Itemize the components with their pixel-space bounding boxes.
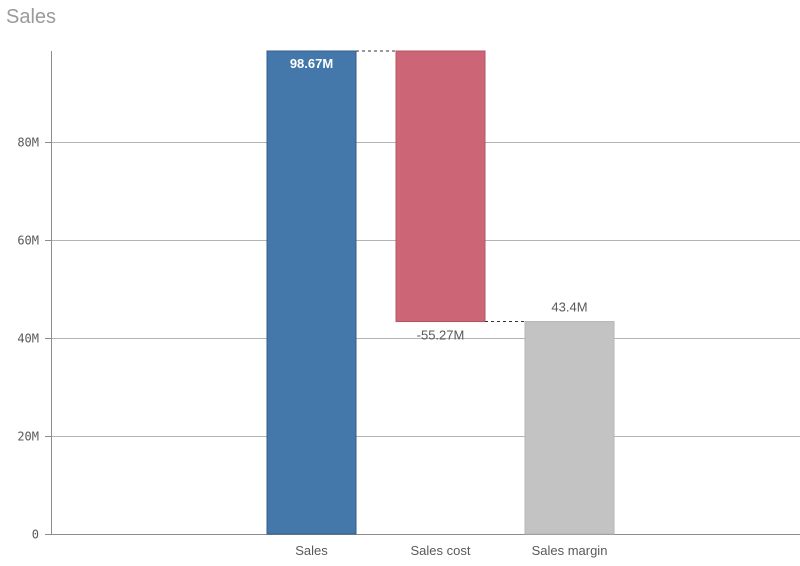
data-label: 43.4M — [551, 300, 587, 315]
axes: 0 20M 40M 60M 80M Sales Sales cost Sales margin — [17, 51, 800, 558]
x-tick-label: Sales cost — [411, 543, 471, 558]
data-label: -55.27M — [417, 328, 465, 343]
chart-title: Sales — [6, 6, 57, 28]
connectors — [356, 50, 525, 323]
y-tick-label: 0 — [32, 528, 39, 542]
x-tick-label: Sales margin — [532, 543, 608, 558]
bar-sales-margin — [524, 321, 615, 535]
bar-sales — [266, 50, 357, 535]
y-tick-label: 60M — [17, 234, 39, 248]
labels: 98.67M -55.27M 43.4M — [290, 56, 588, 343]
x-tick-label: Sales — [295, 543, 328, 558]
bar-sales-cost — [395, 50, 486, 323]
bars — [266, 50, 615, 535]
y-tick-label: 20M — [17, 430, 39, 444]
data-label: 98.67M — [290, 56, 333, 71]
y-tick-label: 80M — [17, 136, 39, 150]
y-tick-label: 40M — [17, 332, 39, 346]
